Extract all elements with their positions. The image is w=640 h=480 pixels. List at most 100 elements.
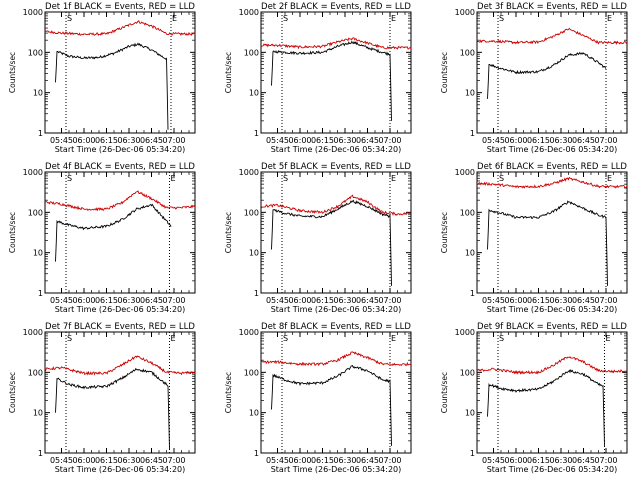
- x-axis-label: Start Time (26-Dec-06 05:34:20): [271, 145, 402, 154]
- plot-frame: [260, 331, 412, 454]
- y-tick-label: 100: [460, 48, 475, 57]
- y-axis-label: Counts/sec: [8, 372, 17, 413]
- y-tick-label: 1: [254, 129, 259, 138]
- x-tick-label: 06:15: [527, 296, 550, 305]
- x-tick-label: 06:15: [95, 456, 118, 465]
- x-axis-label: Start Time (26-Dec-06 05:34:20): [55, 465, 186, 474]
- plot-frame: [476, 11, 628, 134]
- series-events-line: [271, 199, 392, 286]
- plot-frame: [476, 171, 628, 294]
- marker-label-S: S: [499, 334, 504, 343]
- y-tick-label: 10: [465, 249, 475, 258]
- marker-label-S: S: [283, 14, 288, 23]
- marker-label-E: E: [607, 174, 612, 183]
- y-axis-label: Counts/sec: [224, 372, 233, 413]
- x-tick-label: 06:00: [504, 136, 527, 145]
- y-tick-label: 100: [244, 48, 259, 57]
- y-tick-label: 1: [470, 289, 475, 298]
- x-tick-label: 05:45: [266, 136, 289, 145]
- y-tick-label: 100: [460, 208, 475, 217]
- y-tick-label: 1: [38, 129, 43, 138]
- x-axis-label: Start Time (26-Dec-06 05:34:20): [487, 145, 618, 154]
- y-tick-label: 1000: [455, 328, 475, 337]
- x-tick-label: 06:00: [288, 296, 311, 305]
- x-tick-label: 05:45: [50, 456, 73, 465]
- x-axis-label: Start Time (26-Dec-06 05:34:20): [487, 465, 618, 474]
- series-events-line: [271, 40, 392, 121]
- y-tick-label: 10: [33, 249, 43, 258]
- detector-plot-5: Det 5f BLACK = Events, RED = LLD 1 10 100 10…: [224, 162, 412, 314]
- detector-plot-2: Det 2f BLACK = Events, RED = LLD 1 10 100 10…: [224, 2, 412, 154]
- y-tick-label: 100: [460, 368, 475, 377]
- x-tick-label: 07:00: [594, 136, 617, 145]
- x-tick-label: 06:15: [311, 136, 334, 145]
- x-tick-label: 06:45: [356, 456, 379, 465]
- y-axis-label: Counts/sec: [8, 52, 17, 93]
- y-tick-label: 1000: [23, 168, 43, 177]
- x-tick-label: 06:45: [356, 136, 379, 145]
- x-tick-label: 07:00: [378, 136, 401, 145]
- marker-label-E: E: [172, 14, 177, 23]
- plot-frame: [44, 331, 196, 454]
- y-tick-label: 10: [249, 89, 259, 98]
- x-tick-label: 05:45: [50, 296, 73, 305]
- detector-plot-9: Det 9f BLACK = Events, RED = LLD 1 10 100 10…: [440, 322, 628, 474]
- plot-frame: [44, 171, 196, 294]
- plot-title: Det 9f BLACK = Events, RED = LLD: [477, 322, 627, 332]
- y-tick-label: 10: [249, 249, 259, 258]
- x-tick-label: 06:30: [117, 296, 140, 305]
- plot-title: Det 3f BLACK = Events, RED = LLD: [477, 2, 627, 12]
- y-tick-label: 1: [470, 449, 475, 458]
- plot-frame: [44, 11, 196, 134]
- y-tick-label: 1000: [455, 8, 475, 17]
- x-tick-label: 06:45: [140, 136, 163, 145]
- plot-title: Det 5f BLACK = Events, RED = LLD: [261, 162, 411, 172]
- series-events-line: [271, 365, 392, 446]
- y-tick-label: 1000: [239, 168, 259, 177]
- series-lld-line: [44, 355, 196, 376]
- x-tick-label: 06:15: [311, 296, 334, 305]
- marker-label-S: S: [499, 174, 504, 183]
- marker-label-S: S: [67, 174, 72, 183]
- x-tick-label: 06:00: [72, 136, 95, 145]
- x-tick-label: 06:30: [549, 296, 572, 305]
- y-tick-label: 1: [254, 449, 259, 458]
- series-lld-line: [260, 194, 412, 217]
- y-tick-label: 1: [38, 449, 43, 458]
- plot-title: Det 2f BLACK = Events, RED = LLD: [261, 2, 411, 12]
- x-tick-label: 06:00: [504, 296, 527, 305]
- x-tick-label: 07:00: [162, 456, 185, 465]
- y-tick-label: 1: [38, 289, 43, 298]
- x-tick-label: 07:00: [162, 296, 185, 305]
- x-tick-label: 05:45: [266, 456, 289, 465]
- x-tick-label: 05:45: [50, 136, 73, 145]
- series-lld-line: [476, 176, 628, 189]
- series-events-line: [487, 368, 605, 446]
- x-axis-label: Start Time (26-Dec-06 05:34:20): [271, 465, 402, 474]
- x-tick-label: 06:15: [527, 136, 550, 145]
- plot-title: Det 1f BLACK = Events, RED = LLD: [45, 2, 195, 12]
- series-lld-line: [44, 20, 196, 37]
- x-tick-label: 06:00: [288, 456, 311, 465]
- series-events-line: [487, 51, 607, 99]
- marker-label-E: E: [391, 174, 396, 183]
- x-tick-label: 06:30: [333, 136, 356, 145]
- y-tick-label: 10: [249, 409, 259, 418]
- marker-label-E: E: [391, 14, 396, 23]
- marker-label-S: S: [499, 14, 504, 23]
- marker-label-S: S: [67, 14, 72, 23]
- series-lld-line: [260, 351, 412, 367]
- plot-frame: [260, 11, 412, 134]
- y-axis-label: Counts/sec: [8, 212, 17, 253]
- marker-label-E: E: [391, 334, 396, 343]
- x-tick-label: 07:00: [378, 296, 401, 305]
- marker-label-E: E: [171, 334, 176, 343]
- y-axis-label: Counts/sec: [224, 212, 233, 253]
- x-tick-label: 07:00: [594, 296, 617, 305]
- y-tick-label: 1000: [455, 168, 475, 177]
- plot-title: Det 4f BLACK = Events, RED = LLD: [45, 162, 195, 172]
- x-tick-label: 05:45: [482, 296, 505, 305]
- x-tick-label: 06:30: [117, 456, 140, 465]
- detector-plot-6: Det 6f BLACK = Events, RED = LLD 1 10 100 10…: [440, 162, 628, 314]
